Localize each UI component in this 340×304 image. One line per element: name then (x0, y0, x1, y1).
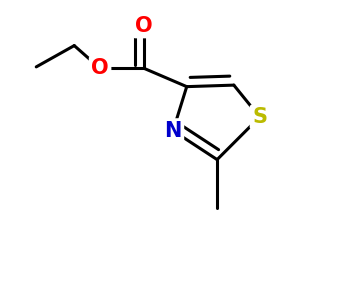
Text: S: S (252, 107, 267, 127)
Text: O: O (135, 16, 153, 36)
Text: N: N (164, 121, 182, 141)
Text: O: O (91, 58, 109, 78)
